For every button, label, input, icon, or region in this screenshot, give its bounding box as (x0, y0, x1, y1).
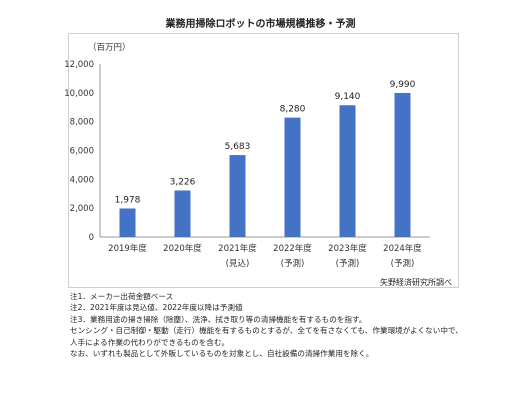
chart-title: 業務用掃除ロボットの市場規模推移・予測 (165, 19, 356, 30)
y-tick-label: 6,000 (70, 147, 94, 157)
x-tick-sublabel: (見込) (226, 258, 250, 269)
x-tick-label: 2023年度 (328, 243, 367, 254)
source-label: 矢野経済研究所調べ (380, 278, 452, 287)
data-label: 9,990 (390, 80, 416, 90)
bar (284, 117, 301, 237)
note-line: なお、いずれも製品として外販しているものを対象とし、自社設備の清掃作業用を除く。 (70, 349, 374, 359)
y-tick-label: 2,000 (70, 204, 94, 214)
x-tick-label: 2019年度 (108, 243, 147, 254)
data-label: 8,280 (280, 105, 306, 115)
note-line: センシング・自己制御・駆動（走行）機能を有するものとするが、全てを有さなくても、… (70, 326, 463, 336)
bar (174, 190, 191, 237)
x-tick-label: 2022年度 (273, 243, 312, 254)
bar (119, 208, 136, 237)
x-tick-label: 2020年度 (163, 243, 202, 254)
x-tick-sublabel: (予測) (391, 258, 415, 269)
bar-chart: （百万円） 0 2,000 4,000 6,000 8,000 10,000 12,000 1,… (64, 42, 430, 269)
y-tick-label: 4,000 (70, 175, 94, 185)
bar (229, 155, 246, 237)
y-tick-label: 12,000 (64, 60, 94, 70)
note-line: 注2．2021年度は見込値、2022年度以降は予測値 (70, 303, 243, 313)
bar (394, 92, 411, 237)
note-line: 注1．メーカー出荷金額ベース (70, 292, 174, 301)
x-tick-label: 2021年度 (218, 243, 257, 254)
x-tick-label: 2024年度 (383, 243, 422, 254)
y-tick-label: 0 (89, 233, 94, 243)
x-tick-sublabel: (予測) (336, 258, 360, 269)
y-axis-unit-label: （百万円） (88, 42, 131, 53)
data-label: 1,978 (115, 195, 141, 205)
bar (339, 105, 356, 238)
note-line: 注3．業務用途の掃き掃除（除塵）、洗浄、拭き取り等の清掃機能を有するものを指す。 (70, 314, 367, 324)
data-label: 3,226 (170, 177, 196, 187)
x-tick-sublabel: (予測) (281, 258, 305, 269)
note-line: 人手による作業の代わりができるものを含む。 (70, 337, 230, 347)
notes: 注1．メーカー出荷金額ベース 注2．2021年度は見込値、2022年度以降は予測… (70, 291, 490, 359)
y-tick-label: 8,000 (70, 118, 94, 128)
data-label: 5,683 (225, 142, 251, 152)
chart-frame (68, 33, 459, 288)
data-label: 9,140 (335, 92, 361, 102)
y-tick-label: 10,000 (64, 89, 94, 99)
